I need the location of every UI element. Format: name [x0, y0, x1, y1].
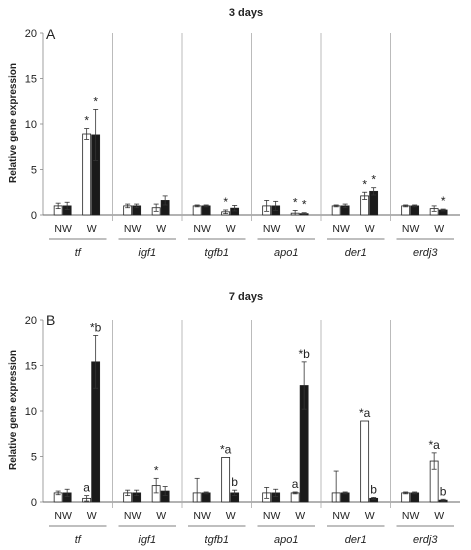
- condition-label: W: [434, 510, 444, 522]
- significance-label: *: [302, 198, 307, 212]
- y-tick-label: 15: [25, 74, 37, 86]
- significance-label: *: [84, 114, 89, 128]
- bar: [360, 420, 370, 503]
- y-axis-label: Relative gene expression: [8, 350, 19, 470]
- y-tick-label: 10: [25, 119, 37, 131]
- condition-label: W: [156, 223, 166, 235]
- gene-label: erdj3: [413, 534, 438, 546]
- y-tick-label: 10: [25, 406, 37, 418]
- bar: [401, 492, 411, 503]
- bar: [221, 457, 231, 503]
- condition-label: NW: [402, 223, 420, 235]
- condition-label: W: [365, 510, 375, 522]
- condition-label: NW: [263, 223, 281, 235]
- condition-label: NW: [402, 510, 420, 522]
- panel-label: B: [46, 312, 55, 328]
- significance-label: a: [83, 481, 90, 495]
- y-tick-label: 5: [31, 452, 37, 464]
- significance-label: a: [292, 477, 299, 491]
- condition-label: NW: [332, 510, 350, 522]
- bar: [340, 492, 350, 503]
- bar: [201, 205, 211, 216]
- significance-label: *a: [220, 442, 232, 456]
- significance-label: b: [370, 482, 377, 496]
- gene-label: tf: [75, 247, 82, 259]
- significance-label: *: [362, 177, 367, 191]
- significance-label: *b: [90, 320, 102, 334]
- condition-label: W: [226, 510, 236, 522]
- panel-7-days: 7 days B Relative gene expression 0 5 10 15…: [8, 291, 460, 546]
- bar: [410, 205, 420, 216]
- condition-label: W: [87, 510, 97, 522]
- significance-label: *a: [359, 406, 371, 420]
- gene-label: tgfb1: [205, 534, 229, 546]
- panel-title: 3 days: [229, 7, 263, 19]
- condition-label: NW: [124, 223, 142, 235]
- gene-label: der1: [345, 534, 367, 546]
- significance-label: *b: [298, 347, 310, 361]
- condition-label: W: [87, 223, 97, 235]
- condition-label: W: [156, 510, 166, 522]
- condition-label: W: [365, 223, 375, 235]
- significance-label: *a: [428, 438, 440, 452]
- gene-label: der1: [345, 247, 367, 259]
- bar: [201, 492, 211, 503]
- gene-label: tf: [75, 534, 82, 546]
- condition-label: NW: [263, 510, 281, 522]
- y-tick-label: 5: [31, 165, 37, 177]
- bar: [401, 205, 411, 216]
- condition-label: NW: [193, 223, 211, 235]
- y-tick-label: 15: [25, 361, 37, 373]
- gene-label: tgfb1: [205, 247, 229, 259]
- significance-label: b: [440, 484, 447, 498]
- significance-label: *: [154, 463, 159, 477]
- y-tick-label: 0: [31, 210, 37, 222]
- significance-label: *: [371, 173, 376, 187]
- panel-label: A: [46, 26, 56, 42]
- condition-label: NW: [124, 510, 142, 522]
- condition-label: W: [434, 223, 444, 235]
- gene-label: igf1: [138, 534, 156, 546]
- bar: [192, 205, 202, 216]
- y-tick-label: 20: [25, 28, 37, 40]
- y-axis-label: Relative gene expression: [8, 63, 19, 183]
- condition-label: W: [295, 223, 305, 235]
- gene-label: apo1: [274, 247, 298, 259]
- condition-label: NW: [54, 223, 72, 235]
- bar: [290, 492, 300, 503]
- bar: [331, 205, 341, 216]
- condition-label: W: [295, 510, 305, 522]
- gene-label: igf1: [138, 247, 156, 259]
- panel-3-days: 3 days A Relative gene expression 0 5 10 15…: [8, 7, 460, 259]
- significance-label: *: [441, 194, 446, 208]
- condition-label: W: [226, 223, 236, 235]
- bar: [82, 133, 92, 216]
- y-tick-label: 20: [25, 315, 37, 327]
- condition-label: NW: [54, 510, 72, 522]
- condition-label: NW: [332, 223, 350, 235]
- condition-label: NW: [193, 510, 211, 522]
- bar: [410, 492, 420, 503]
- y-tick-label: 0: [31, 497, 37, 509]
- gene-label: apo1: [274, 534, 298, 546]
- significance-label: b: [231, 475, 238, 489]
- significance-label: *: [293, 195, 298, 209]
- significance-label: *: [223, 195, 228, 209]
- significance-label: *: [93, 94, 98, 108]
- gene-label: erdj3: [413, 247, 438, 259]
- panel-title: 7 days: [229, 291, 263, 303]
